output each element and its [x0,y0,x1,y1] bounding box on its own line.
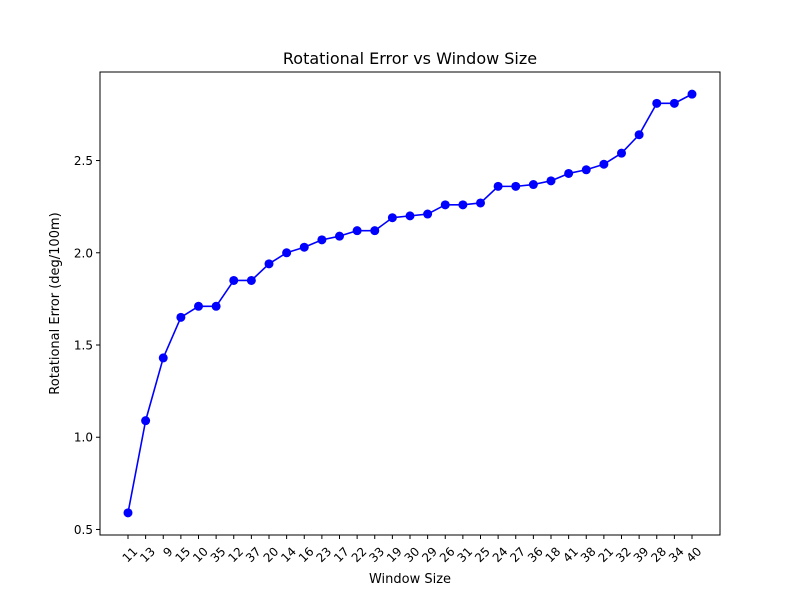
y-tick-label: 0.5 [74,523,93,537]
chart-title: Rotational Error vs Window Size [283,49,537,68]
data-point [123,508,133,518]
data-point [246,275,256,285]
data-point [141,416,151,426]
data-point [317,235,327,245]
data-point [211,301,221,311]
data-point [176,312,186,322]
series-layer [123,89,697,518]
data-point [158,353,168,363]
data-point [599,159,609,169]
x-axis-label: Window Size [369,572,451,587]
data-point [546,176,556,186]
y-tick-label: 1.5 [74,339,93,353]
data-point [476,198,485,208]
data-point [528,180,538,190]
plot-frame [99,71,721,536]
data-point [581,165,591,175]
data-point [564,168,574,178]
data-point [458,200,468,210]
data-point [335,231,344,241]
data-point [440,200,450,210]
data-point [370,226,380,236]
data-point [617,148,626,158]
y-axis: 0.5 1.0 1.5 2.0 2.5 [74,154,100,537]
y-axis-label: Rotational Error (deg/100m) [48,212,63,394]
data-point [282,248,292,258]
data-point [387,213,397,223]
data-point [669,98,679,108]
plot-area [100,72,720,535]
data-point [352,226,362,236]
data-point [634,130,644,140]
data-point [511,181,521,191]
data-point [687,89,697,99]
y-tick-label: 1.0 [74,431,93,445]
data-point [652,98,662,108]
data-point [194,301,203,311]
data-point [405,211,415,221]
data-point [299,242,309,252]
y-tick-label: 2.5 [74,154,93,168]
data-point [229,275,239,285]
data-point [423,209,433,219]
data-point [493,181,503,191]
data-point [264,259,274,269]
y-tick-label: 2.0 [74,246,93,260]
